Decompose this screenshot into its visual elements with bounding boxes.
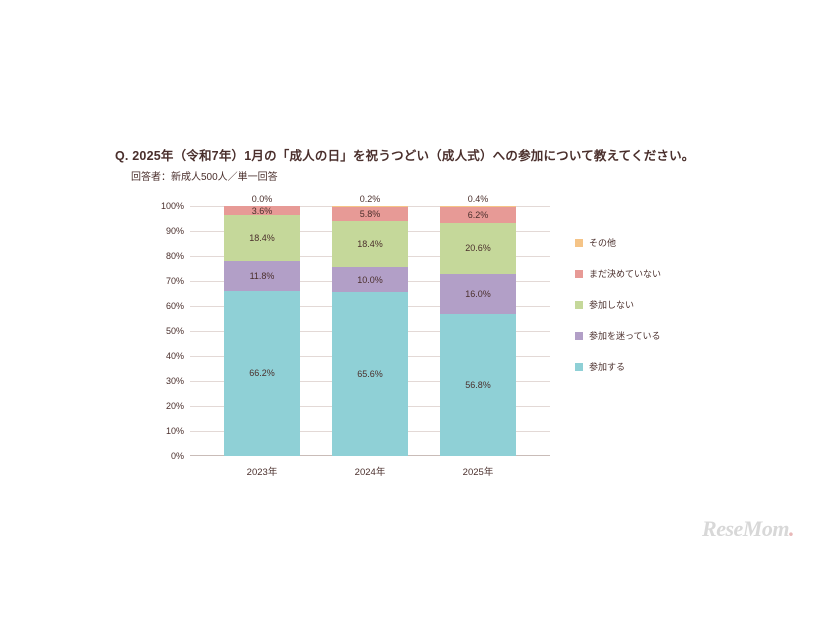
bar-segment-other: 0.2% bbox=[332, 206, 408, 207]
legend-label: 参加する bbox=[589, 360, 625, 373]
legend-item-attend: 参加する bbox=[575, 360, 661, 373]
legend-swatch bbox=[575, 332, 583, 340]
legend: その他まだ決めていない参加しない参加を迷っている参加する bbox=[575, 236, 661, 391]
y-tick-label: 90% bbox=[166, 226, 190, 236]
legend-swatch bbox=[575, 239, 583, 247]
watermark-text: ReseMom bbox=[702, 516, 789, 541]
legend-label: 参加を迷っている bbox=[589, 329, 661, 342]
legend-label: 参加しない bbox=[589, 298, 634, 311]
legend-swatch bbox=[575, 363, 583, 371]
y-tick-label: 70% bbox=[166, 276, 190, 286]
legend-swatch bbox=[575, 301, 583, 309]
y-tick-label: 80% bbox=[166, 251, 190, 261]
y-tick-label: 10% bbox=[166, 426, 190, 436]
legend-item-undecided: まだ決めていない bbox=[575, 267, 661, 280]
segment-value-label: 6.2% bbox=[468, 210, 489, 220]
segment-value-label: 10.0% bbox=[357, 275, 383, 285]
segment-value-label: 18.4% bbox=[357, 239, 383, 249]
x-category-label: 2025年 bbox=[463, 464, 494, 478]
plot-area: 0%10%20%30%40%50%60%70%80%90%100%66.2%11… bbox=[190, 206, 550, 456]
x-category-label: 2024年 bbox=[355, 464, 386, 478]
y-tick-label: 0% bbox=[171, 451, 190, 461]
chart-subtitle: 回答者：新成人500人／単一回答 bbox=[131, 168, 695, 183]
y-tick-label: 100% bbox=[161, 201, 190, 211]
bar-segment-not_attend: 18.4% bbox=[224, 215, 300, 261]
legend-label: まだ決めていない bbox=[589, 267, 661, 280]
y-tick-label: 20% bbox=[166, 401, 190, 411]
segment-value-label: 3.6% bbox=[252, 206, 273, 216]
bar-segment-attend: 56.8% bbox=[440, 314, 516, 456]
bar-segment-not_attend: 18.4% bbox=[332, 221, 408, 267]
bar-segment-attend: 66.2% bbox=[224, 291, 300, 457]
bar-segment-other: 0.4% bbox=[440, 206, 516, 207]
segment-value-label: 65.6% bbox=[357, 369, 383, 379]
x-category-label: 2023年 bbox=[247, 464, 278, 478]
bar-segment-not_attend: 20.6% bbox=[440, 223, 516, 275]
watermark-logo: ReseMom. bbox=[702, 516, 794, 542]
watermark-dot: . bbox=[789, 516, 794, 541]
bar-column: 66.2%11.8%18.4%3.6%0.0%2023年 bbox=[224, 206, 300, 456]
segment-value-label: 56.8% bbox=[465, 380, 491, 390]
page: Q. 2025年（令和7年）1月の「成人の日」を祝うつどい（成人式）への参加につ… bbox=[0, 0, 826, 620]
y-tick-label: 30% bbox=[166, 376, 190, 386]
segment-value-label: 66.2% bbox=[249, 368, 275, 378]
y-tick-label: 60% bbox=[166, 301, 190, 311]
segment-value-label: 0.2% bbox=[360, 194, 381, 204]
segment-value-label: 5.8% bbox=[360, 209, 381, 219]
bar-segment-unsure: 10.0% bbox=[332, 267, 408, 292]
y-tick-label: 50% bbox=[166, 326, 190, 336]
segment-value-label: 20.6% bbox=[465, 243, 491, 253]
chart-container: 0% 10% 20% 30% 40% 50% 60% 70% 80% 90% 100% 66.2% 11… bbox=[145, 200, 705, 500]
segment-value-label: 16.0% bbox=[465, 289, 491, 299]
bar-column: 56.8%16.0%20.6%6.2%0.4%2025年 bbox=[440, 206, 516, 456]
legend-item-unsure: 参加を迷っている bbox=[575, 329, 661, 342]
bar-segment-undecided: 3.6% bbox=[224, 206, 300, 215]
bar-column: 65.6%10.0%18.4%5.8%0.2%2024年 bbox=[332, 206, 408, 456]
title-block: Q. 2025年（令和7年）1月の「成人の日」を祝うつどい（成人式）への参加につ… bbox=[115, 145, 695, 183]
legend-item-other: その他 bbox=[575, 236, 661, 249]
bar-segment-attend: 65.6% bbox=[332, 292, 408, 456]
legend-swatch bbox=[575, 270, 583, 278]
segment-value-label: 0.4% bbox=[468, 194, 489, 204]
bar-segment-unsure: 16.0% bbox=[440, 274, 516, 314]
bar-segment-undecided: 5.8% bbox=[332, 207, 408, 222]
legend-label: その他 bbox=[589, 236, 616, 249]
bar-segment-undecided: 6.2% bbox=[440, 207, 516, 223]
segment-value-label: 0.0% bbox=[252, 194, 273, 204]
segment-value-label: 18.4% bbox=[249, 233, 275, 243]
segment-value-label: 11.8% bbox=[250, 271, 275, 281]
y-tick-label: 40% bbox=[166, 351, 190, 361]
bar-segment-unsure: 11.8% bbox=[224, 261, 300, 291]
chart-question-title: Q. 2025年（令和7年）1月の「成人の日」を祝うつどい（成人式）への参加につ… bbox=[115, 145, 695, 164]
legend-item-not_attend: 参加しない bbox=[575, 298, 661, 311]
